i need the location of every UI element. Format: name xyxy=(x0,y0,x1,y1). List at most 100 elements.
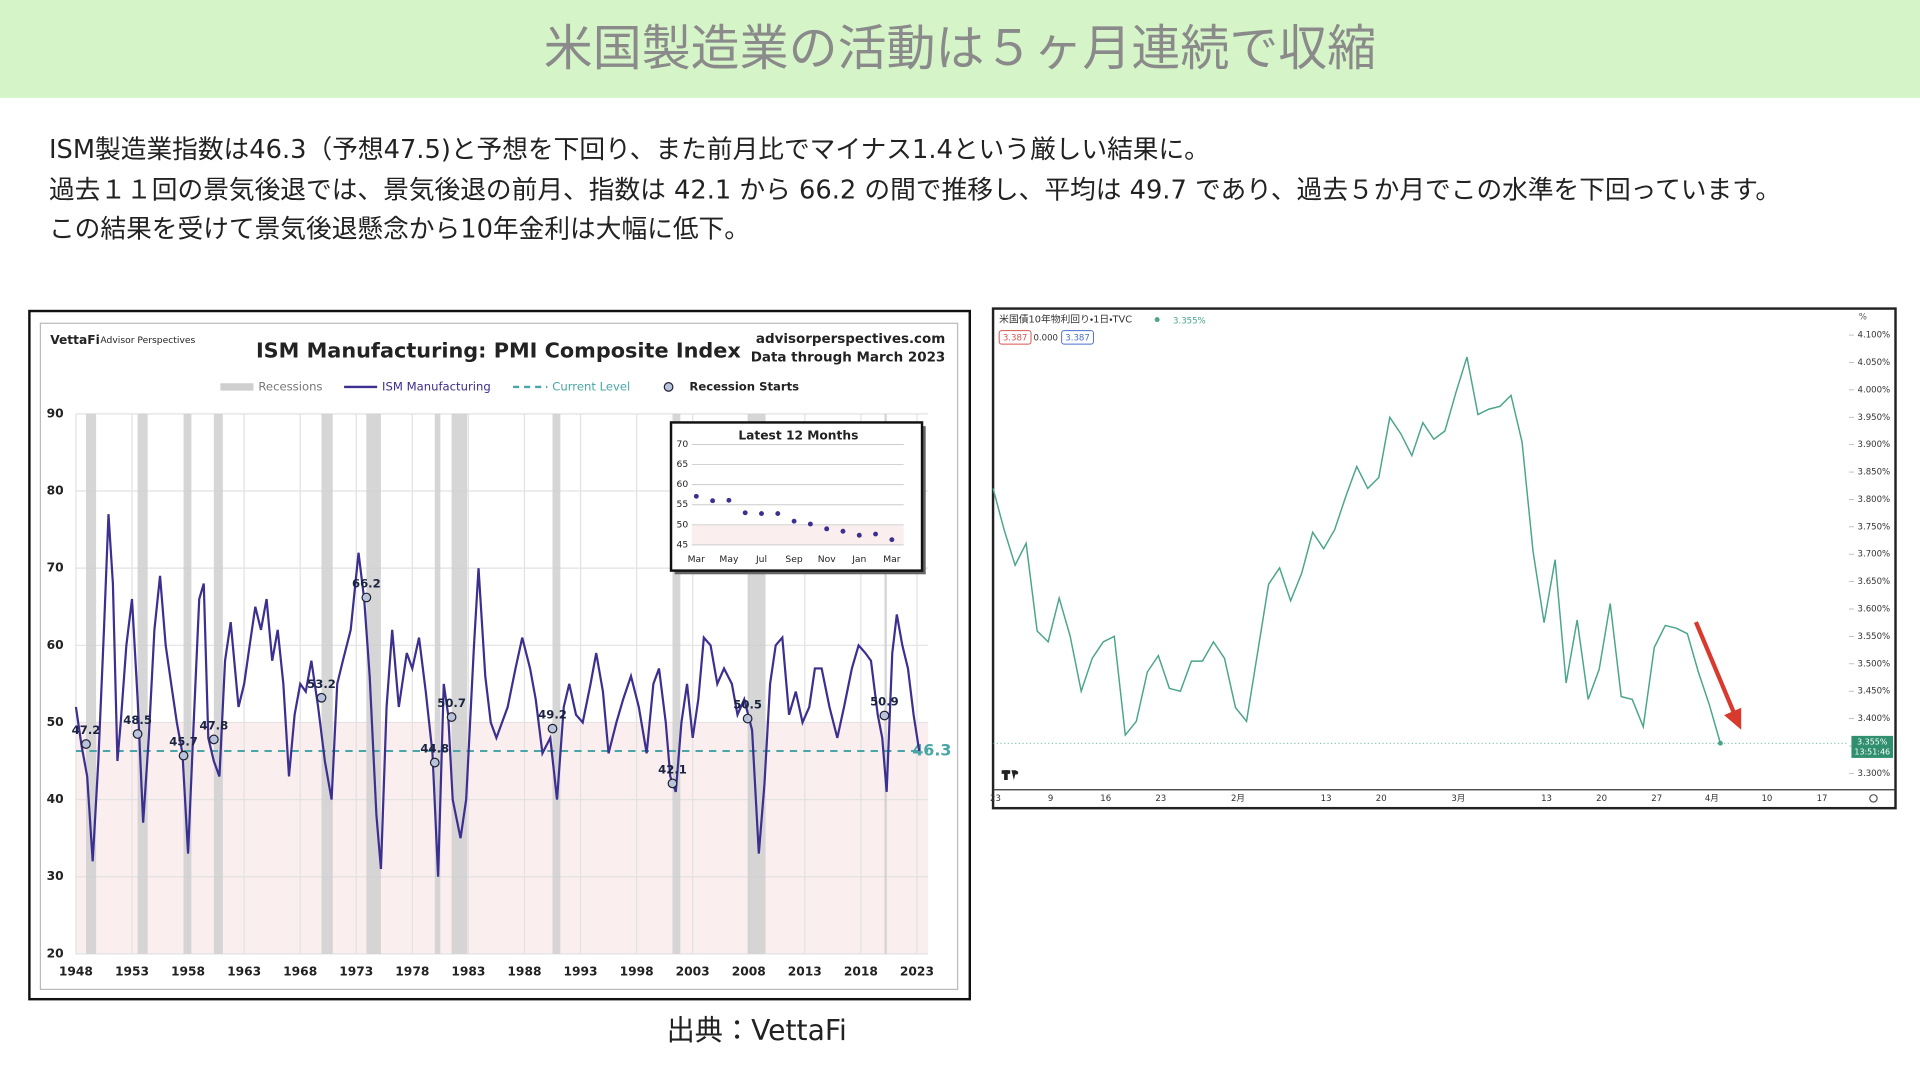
y-tick-label: 3.650% xyxy=(1858,577,1891,587)
price-chip-label: 3.387 xyxy=(1065,333,1090,343)
unit-label: % xyxy=(1859,313,1867,323)
recession-band xyxy=(183,413,192,954)
point xyxy=(824,526,830,532)
recession-band xyxy=(213,413,223,954)
point xyxy=(889,537,895,543)
title-banner xyxy=(0,0,1920,98)
x-tick-label: 1963 xyxy=(227,965,261,979)
chart-title: ISM Manufacturing: PMI Composite Index xyxy=(256,338,741,362)
legend-label: Recessions xyxy=(258,379,322,393)
recession-start-marker xyxy=(81,739,91,749)
x-tick-label: 2008 xyxy=(732,965,766,979)
recession-band xyxy=(434,413,441,954)
last-point xyxy=(1717,740,1723,746)
recession-start-marker xyxy=(879,710,890,721)
x-tick-label: 2013 xyxy=(788,965,822,979)
y-tick-label: 4.050% xyxy=(1858,358,1891,368)
header-value: 3.355% xyxy=(1173,316,1206,326)
recession-band xyxy=(552,413,561,954)
x-tick-label: 17 xyxy=(1817,794,1828,804)
y-tick-label: 3.950% xyxy=(1858,413,1891,423)
recession-start-label: 44.8 xyxy=(420,742,449,756)
x-tick-label: 2003 xyxy=(676,965,710,979)
point xyxy=(840,528,846,534)
recession-start-label: 48.5 xyxy=(123,713,152,727)
y-tick-label: 40 xyxy=(47,792,64,806)
chart-frame xyxy=(991,307,1897,810)
source-caption: 出典：VettaFi xyxy=(667,1014,847,1047)
x-tick-label: 1978 xyxy=(395,965,429,979)
body-line: 過去１１回の景気後退では、景気後退の前月、指数は 42.1 から 66.2 の間… xyxy=(49,176,1781,206)
point xyxy=(693,493,699,499)
x-tick-label: May xyxy=(719,554,739,565)
x-tick-label: 27 xyxy=(1651,794,1662,804)
y-tick-label: 70 xyxy=(676,439,688,450)
x-tick-label: 16 xyxy=(1100,794,1111,804)
x-tick-label: 20 xyxy=(1376,794,1387,804)
recession-start-label: 53.2 xyxy=(307,677,336,691)
body-line: ISM製造業指数は46.3（予想47.5)と予想を下回り、また前月比でマイナス1… xyxy=(49,135,1210,165)
legend-swatch xyxy=(663,382,674,392)
recession-start-marker xyxy=(316,692,327,703)
recession-start-label: 45.7 xyxy=(169,735,198,749)
y-tick-label: 3.900% xyxy=(1858,440,1891,450)
chart-title: 米国債10年物利回り・1日・TVC xyxy=(999,313,1132,326)
y-tick-label: 50 xyxy=(47,715,64,729)
recession-band xyxy=(884,413,887,954)
recession-band xyxy=(672,413,681,954)
legend-label: ISM Manufacturing xyxy=(382,379,491,393)
slide-title: 米国製造業の活動は５ヶ月連続で収縮 xyxy=(544,20,1376,77)
arrow xyxy=(1693,621,1736,714)
y-tick-label: 3.850% xyxy=(1858,468,1891,478)
y-tick-label: 4.100% xyxy=(1858,331,1891,341)
x-tick-label: 2018 xyxy=(844,965,878,979)
legend-swatch xyxy=(220,383,254,391)
y-tick-label: 90 xyxy=(47,406,64,420)
x-tick-label: Nov xyxy=(818,554,836,565)
y-tick-label: 3.800% xyxy=(1858,495,1891,505)
x-tick-label: 13 xyxy=(1541,794,1552,804)
x-tick-label: 23 xyxy=(990,794,1001,804)
recession-band xyxy=(321,413,333,954)
x-tick-label: 1998 xyxy=(620,965,654,979)
y-tick-label: 20 xyxy=(47,946,64,960)
recession-band xyxy=(137,413,148,954)
chart-subtitle: Data through March 2023 xyxy=(751,351,946,366)
x-tick-label: 1948 xyxy=(59,965,93,979)
price-chip xyxy=(1061,330,1094,345)
price-chip-label: 3.387 xyxy=(1003,333,1028,343)
series-line xyxy=(74,514,921,877)
y-tick-label: 70 xyxy=(47,561,64,575)
x-tick-label: 1958 xyxy=(171,965,205,979)
recession-start-label: 66.2 xyxy=(352,577,381,591)
recession-start-marker xyxy=(446,712,457,722)
x-tick-label: 1973 xyxy=(339,965,373,979)
x-tick-label: Jul xyxy=(755,554,767,565)
x-tick-label: 1983 xyxy=(451,965,485,979)
x-tick-label: Jan xyxy=(851,554,866,565)
status-dot xyxy=(1154,317,1160,323)
price-chip-label: 0.000 xyxy=(1033,333,1058,343)
x-tick-label: 2月 xyxy=(1231,793,1245,804)
settings-icon[interactable] xyxy=(1869,794,1878,803)
y-tick-label: 60 xyxy=(47,638,64,652)
shade-region xyxy=(75,722,929,954)
point xyxy=(710,498,716,504)
recession-start-marker xyxy=(208,734,219,745)
x-tick-label: 13 xyxy=(1321,794,1332,804)
point xyxy=(856,532,862,538)
x-tick-label: 20 xyxy=(1596,794,1607,804)
recession-start-marker xyxy=(132,729,143,739)
y-tick-label: 3.300% xyxy=(1858,769,1891,779)
recession-start-label: 50.7 xyxy=(437,696,466,710)
x-tick-label: 1993 xyxy=(564,965,598,979)
price-chip xyxy=(998,330,1032,345)
y-tick-label: 55 xyxy=(676,499,688,510)
x-tick-label: 23 xyxy=(1155,794,1166,804)
x-tick-label: Mar xyxy=(688,554,706,565)
y-tick-label: 4.000% xyxy=(1858,385,1891,395)
recession-start-marker xyxy=(178,750,189,761)
recession-start-label: 50.5 xyxy=(733,698,762,712)
y-tick-label: 3.450% xyxy=(1858,687,1891,697)
